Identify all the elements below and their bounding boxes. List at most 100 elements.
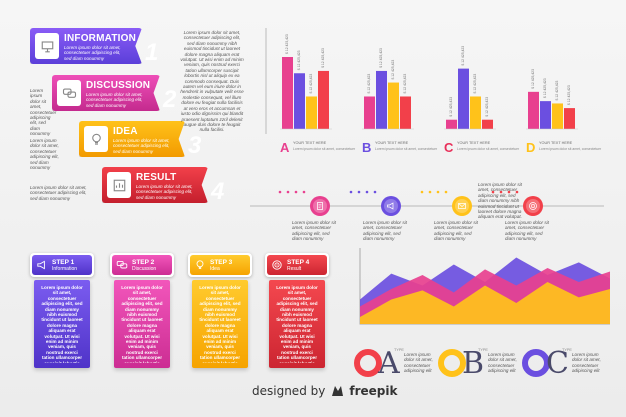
type-label: TYPE bbox=[478, 348, 488, 352]
group-label: YOUR TEXT HERE bbox=[293, 141, 327, 145]
timeline-dot bbox=[286, 190, 290, 194]
timeline-dot bbox=[444, 190, 448, 194]
group-label: YOUR TEXT HERE bbox=[539, 141, 573, 145]
area-chart bbox=[359, 248, 610, 325]
timeline-node-text: Lorem ipsum dolor sit amet, consectetuer… bbox=[363, 220, 407, 242]
group-letter: B bbox=[362, 140, 371, 155]
bar bbox=[282, 57, 293, 129]
timeline-node-inner bbox=[455, 199, 469, 213]
step-title: STEP 2 bbox=[132, 258, 155, 266]
bar bbox=[364, 96, 375, 129]
timeline-node-text: Lorem ipsum dolor sit amet, consectetuer… bbox=[292, 220, 336, 242]
bar bbox=[482, 119, 493, 129]
footer-prefix: designed by bbox=[252, 384, 326, 398]
bar bbox=[318, 70, 329, 129]
step-body-4: Lorem ipsum dolor sit amet, consectetuer… bbox=[269, 280, 325, 368]
bar bbox=[458, 68, 469, 129]
timeline-dot bbox=[420, 190, 424, 194]
timeline-dot bbox=[294, 190, 298, 194]
step-header-fill: STEP 3 Idea bbox=[190, 255, 250, 275]
chat-icon bbox=[116, 260, 128, 269]
bar-value-label: $ 12 425,423 bbox=[367, 74, 371, 94]
target-icon bbox=[529, 202, 537, 210]
bar-value-label: $ 12 425,423 bbox=[531, 69, 535, 89]
bar-value-label: $ 12 425,423 bbox=[543, 78, 547, 98]
email-icon bbox=[458, 203, 466, 209]
bar bbox=[388, 82, 399, 129]
text-column: Lorem ipsum dolor sit amet, consectetuer… bbox=[180, 30, 244, 133]
megaphone-icon bbox=[387, 202, 394, 210]
group-letter: D bbox=[526, 140, 535, 155]
timeline-node-1 bbox=[278, 190, 330, 216]
bar-value-label: $ 12 425,423 bbox=[567, 85, 571, 105]
type-text: Lorem ipsum dolor sit amet, consectetuer… bbox=[488, 352, 517, 374]
timeline-node-2 bbox=[349, 190, 401, 216]
bar bbox=[446, 119, 457, 129]
bar-group-b: $ 12 425,423 $ 12 425,423 $ 12 425,423 $ 12… bbox=[362, 48, 438, 155]
group-letter: C bbox=[444, 140, 454, 155]
area-layer-3 bbox=[360, 282, 610, 324]
step-body-text: Lorem ipsum dolor sit amet, consectetuer… bbox=[199, 285, 241, 363]
group-subtext: Lorem ipsum dolor sit amet, consectetuer bbox=[375, 147, 438, 151]
timeline-dot bbox=[428, 190, 432, 194]
step-body-text: Lorem ipsum dolor sit amet, consectetuer… bbox=[41, 285, 83, 363]
banner-text: Lorem ipsum dolor sit amet, consectetuer… bbox=[64, 45, 121, 61]
step-body-text: Lorem ipsum dolor sit amet, consectetuer… bbox=[276, 285, 318, 363]
step-subtitle: Discussion bbox=[132, 265, 157, 272]
timeline-dot bbox=[357, 190, 361, 194]
footer: designed by freepik bbox=[252, 384, 397, 398]
banner-icon-box bbox=[57, 80, 81, 106]
type-ring-c bbox=[522, 349, 550, 377]
bar-value-label: $ 12 425,423 bbox=[403, 74, 407, 94]
timeline-dot bbox=[365, 190, 369, 194]
banner-3: IDEA Lorem ipsum dolor sit amet, consecte… bbox=[79, 121, 185, 157]
target-icon bbox=[272, 260, 282, 270]
step-header-3: STEP 3 Idea bbox=[188, 253, 252, 277]
banner-title: INFORMATION bbox=[64, 33, 137, 44]
bar-group-d: $ 12 425,423 $ 12 425,423 $ 12 425,423 $ 12… bbox=[526, 69, 602, 155]
group-subtext: Lorem ipsum dolor sit amet, consectetuer bbox=[293, 147, 356, 151]
side-text-2: Lorem ipsum dolor sit amet, consectetuer… bbox=[30, 138, 59, 171]
group-label: YOUR TEXT HERE bbox=[457, 141, 491, 145]
timeline-dot bbox=[507, 190, 511, 194]
bar bbox=[400, 96, 411, 129]
group-letter: A bbox=[280, 140, 290, 155]
bar bbox=[306, 96, 317, 129]
timeline-dot bbox=[373, 190, 377, 194]
step-header-text: STEP 2 Discussion bbox=[132, 259, 156, 272]
timeline-dot bbox=[515, 190, 519, 194]
step-title: STEP 4 bbox=[287, 258, 310, 266]
step-body-text: Lorem ipsum dolor sit amet, consectetuer… bbox=[121, 285, 163, 363]
timeline-node-circle bbox=[452, 196, 472, 216]
presentation-icon bbox=[41, 40, 53, 52]
bar-value-label: $ 12 425,423 bbox=[461, 46, 465, 66]
banner-title: DISCUSSION bbox=[86, 80, 151, 91]
bar-value-label: $ 12 425,423 bbox=[391, 60, 395, 80]
side-text-3: Lorem ipsum dolor sit amet, consectetuer… bbox=[30, 185, 87, 201]
banner-number: 2 bbox=[163, 86, 177, 113]
timeline-dot bbox=[491, 190, 495, 194]
lightbulb-icon bbox=[196, 260, 204, 270]
timeline-side-text: Lorem ipsum dolor sit amet, consectetuer… bbox=[478, 182, 522, 220]
timeline-node-circle bbox=[381, 196, 401, 216]
group-subtext: Lorem ipsum dolor sit amet, consectetuer bbox=[457, 147, 520, 151]
banner-4: RESULT Lorem ipsum dolor sit amet, consec… bbox=[102, 167, 208, 203]
bar-value-label: $ 12 425,423 bbox=[285, 34, 289, 54]
bar-group-c: $ 12 425,423 $ 12 425,423 $ 12 425,423 $ 12… bbox=[444, 46, 520, 155]
step-header-fill: STEP 2 Discussion bbox=[112, 255, 172, 275]
timeline-node-4 bbox=[491, 190, 543, 216]
freepik-logo-icon bbox=[332, 386, 344, 396]
type-text: Lorem ipsum dolor sit amet, consectetuer… bbox=[572, 352, 601, 374]
bar bbox=[540, 101, 551, 129]
type-label: TYPE bbox=[562, 348, 572, 352]
type-letter: C bbox=[546, 346, 569, 381]
type-letter: A bbox=[378, 346, 400, 381]
banner-number: 3 bbox=[188, 132, 202, 159]
bar-value-label: $ 12 425,423 bbox=[297, 50, 301, 70]
step-header-2: STEP 2 Discussion bbox=[110, 253, 174, 277]
bar-chart: $ 12 425,423 $ 12 425,423 $ 12 425,423 $ 12… bbox=[265, 28, 602, 155]
bar bbox=[528, 91, 539, 129]
step-header-text: STEP 4 Result bbox=[287, 259, 309, 272]
banner-number: 1 bbox=[145, 39, 159, 66]
banner-text: Lorem ipsum dolor sit amet, consectetuer… bbox=[136, 184, 193, 200]
